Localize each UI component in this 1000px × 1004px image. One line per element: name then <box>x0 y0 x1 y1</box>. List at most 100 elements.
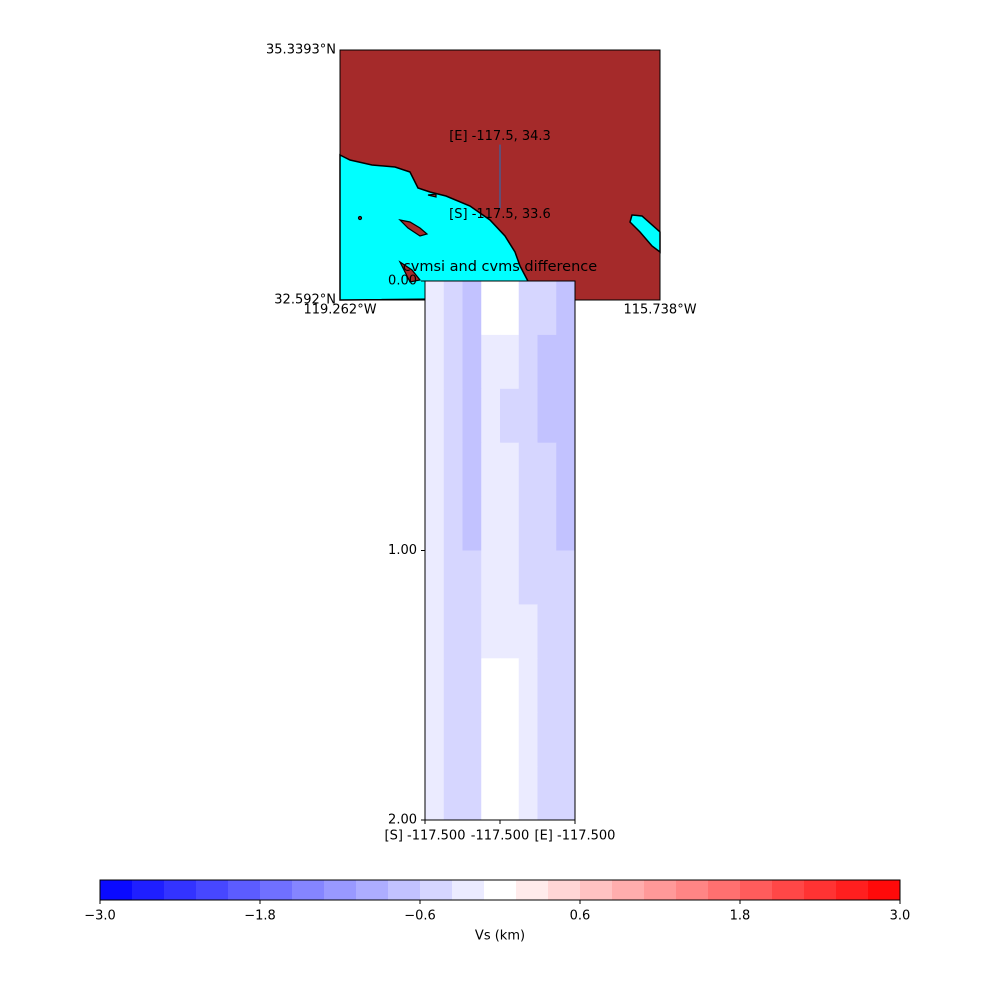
cell <box>556 442 576 498</box>
cell <box>537 550 557 605</box>
colorbar-swatch <box>676 880 709 900</box>
cell <box>500 334 520 390</box>
cell <box>443 712 463 767</box>
cell <box>500 496 520 551</box>
cell <box>443 281 463 336</box>
colorbar-swatch <box>804 880 837 900</box>
cell <box>500 388 520 444</box>
cell <box>556 388 576 444</box>
cell <box>537 604 557 659</box>
x-tick-label: [E] -117.500 <box>535 829 616 844</box>
colorbar-tick-label: 3.0 <box>890 909 911 924</box>
y-tick-label: 0.00 <box>388 274 417 289</box>
cell <box>518 442 538 498</box>
colorbar-swatch <box>260 880 293 900</box>
colorbar-tick-label: 0.6 <box>570 909 591 924</box>
colorbar-swatch <box>100 880 133 900</box>
end-label: [E] -117.5, 34.3 <box>449 129 551 144</box>
colorbar-tick-label: −1.8 <box>244 909 276 924</box>
cell <box>518 388 538 444</box>
cell <box>481 442 501 498</box>
cell <box>500 712 520 767</box>
ocean <box>629 214 661 254</box>
cell <box>443 658 463 713</box>
colorbar-tick-label: 1.8 <box>730 909 751 924</box>
cell <box>556 281 576 336</box>
cell <box>443 604 463 659</box>
cell <box>462 658 482 713</box>
colorbar-swatch <box>836 880 869 900</box>
lon-label: 115.738°W <box>623 303 696 318</box>
cell <box>425 442 445 498</box>
cell <box>462 712 482 767</box>
colorbar-swatch <box>484 880 517 900</box>
colorbar-swatch <box>516 880 549 900</box>
colorbar-swatch <box>708 880 741 900</box>
colorbar-swatch <box>644 880 677 900</box>
colorbar-swatch <box>132 880 165 900</box>
colorbar-tick-label: −3.0 <box>84 909 116 924</box>
island <box>357 215 363 221</box>
cell <box>537 658 557 713</box>
cell <box>518 766 538 821</box>
cell <box>537 712 557 767</box>
cell <box>425 281 445 336</box>
cell <box>462 442 482 498</box>
cell <box>481 712 501 767</box>
cell <box>462 766 482 821</box>
section-title: cvmsi and cvms difference <box>403 259 597 275</box>
colorbar-swatch <box>452 880 485 900</box>
colorbar-label: Vs (km) <box>475 929 525 944</box>
cell <box>481 658 501 713</box>
cell <box>556 550 576 605</box>
colorbar-swatch <box>196 880 229 900</box>
cell <box>443 766 463 821</box>
cell <box>500 550 520 605</box>
cell <box>443 334 463 390</box>
cell <box>481 496 501 551</box>
cell <box>500 658 520 713</box>
cell <box>556 712 576 767</box>
colorbar-swatch <box>228 880 261 900</box>
y-tick-label: 2.00 <box>388 813 417 828</box>
cell <box>518 281 538 336</box>
cell <box>556 334 576 390</box>
cell <box>425 766 445 821</box>
cell <box>462 550 482 605</box>
cell <box>443 442 463 498</box>
cell <box>425 658 445 713</box>
cell <box>443 388 463 444</box>
cell <box>537 334 557 390</box>
cell <box>462 604 482 659</box>
cell <box>481 281 501 336</box>
cell <box>425 550 445 605</box>
cell <box>537 442 557 498</box>
cell <box>481 388 501 444</box>
cell <box>481 334 501 390</box>
colorbar-tick-label: −0.6 <box>404 909 436 924</box>
colorbar-swatch <box>612 880 645 900</box>
cell <box>537 388 557 444</box>
x-tick-label: [S] -117.500 <box>385 829 466 844</box>
islands <box>357 193 437 283</box>
cell <box>518 334 538 390</box>
cell <box>500 442 520 498</box>
cell <box>500 604 520 659</box>
cell <box>462 496 482 551</box>
cell <box>518 658 538 713</box>
cell <box>556 496 576 551</box>
cell <box>443 550 463 605</box>
cell <box>462 334 482 390</box>
y-tick-label: 1.00 <box>388 543 417 558</box>
colorbar-swatch <box>868 880 901 900</box>
cell <box>518 496 538 551</box>
cell <box>518 550 538 605</box>
colorbar-swatch <box>164 880 197 900</box>
cell <box>518 712 538 767</box>
colorbar-swatch <box>324 880 357 900</box>
cell <box>425 388 445 444</box>
cell <box>500 766 520 821</box>
cell <box>425 712 445 767</box>
lon-label: 119.262°W <box>303 303 376 318</box>
